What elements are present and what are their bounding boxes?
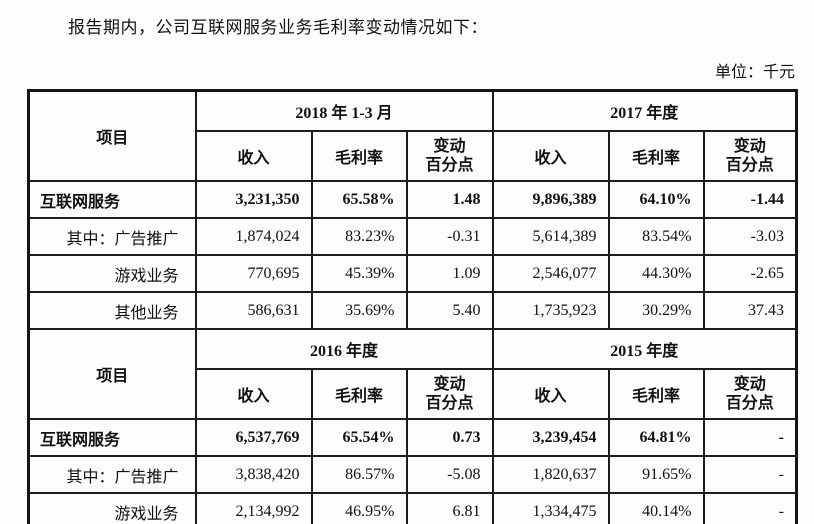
gross-margin-header: 毛利率 <box>607 368 705 420</box>
cell-revenue: 5,614,389 <box>491 217 610 256</box>
cell-revenue: 2,134,992 <box>194 492 313 524</box>
cell-gross-margin: 64.81% <box>607 418 705 457</box>
gross-margin-header: 毛利率 <box>310 130 408 182</box>
revenue-header: 收入 <box>194 368 313 420</box>
cell-change-pp: - <box>702 492 798 524</box>
cell-gross-margin: 65.54% <box>310 418 408 457</box>
cell-revenue: 2,546,077 <box>491 254 610 293</box>
revenue-header: 收入 <box>194 130 313 182</box>
cell-gross-margin: 83.54% <box>607 217 705 256</box>
cell-change-pp: -3.03 <box>702 217 798 256</box>
row-item-label: 其他业务 <box>27 291 197 330</box>
cell-revenue: 1,874,024 <box>194 217 313 256</box>
cell-revenue: 586,631 <box>194 291 313 330</box>
cell-change-pp: - <box>702 418 798 457</box>
gross-margin-header: 毛利率 <box>310 368 408 420</box>
cell-change-pp: 6.81 <box>405 492 494 524</box>
section2-period-header-row: 项目 2016 年度 2015 年度 <box>27 328 798 420</box>
cell-gross-margin: 46.95% <box>310 492 408 524</box>
row-item-label: 互联网服务 <box>27 418 197 457</box>
period-2017-header: 2017 年度 <box>491 89 798 132</box>
cell-gross-margin: 64.10% <box>607 180 705 219</box>
cell-gross-margin: 91.65% <box>607 455 705 494</box>
cell-revenue: 1,820,637 <box>491 455 610 494</box>
table-row: 其中：广告推广 1,874,024 83.23% -0.31 5,614,389… <box>27 217 798 256</box>
table-row: 互联网服务 3,231,350 65.58% 1.48 9,896,389 64… <box>27 180 798 219</box>
period-2016-header: 2016 年度 <box>194 328 494 370</box>
cell-revenue: 6,537,769 <box>194 418 313 457</box>
cell-change-pp: 1.48 <box>405 180 494 219</box>
cell-revenue: 1,334,475 <box>491 492 610 524</box>
row-item-label: 互联网服务 <box>27 180 197 219</box>
change-pp-header: 变动 百分点 <box>702 368 798 420</box>
row-item-label: 其中：广告推广 <box>27 455 197 494</box>
unit-label: 单位：千元 <box>714 64 795 81</box>
intro-text: 报告期内，公司互联网服务业务毛利率变动情况如下： <box>68 18 488 37</box>
row-item-label: 游戏业务 <box>27 254 197 293</box>
cell-gross-margin: 35.69% <box>310 291 408 330</box>
cell-revenue: 9,896,389 <box>491 180 610 219</box>
change-pp-header: 变动 百分点 <box>405 130 494 182</box>
cell-revenue: 3,239,454 <box>491 418 610 457</box>
cell-gross-margin: 30.29% <box>607 291 705 330</box>
row-item-label: 游戏业务 <box>27 492 197 524</box>
cell-revenue: 3,231,350 <box>194 180 313 219</box>
cell-revenue: 770,695 <box>194 254 313 293</box>
change-pp-header: 变动 百分点 <box>702 130 798 182</box>
period-2015-header: 2015 年度 <box>491 328 798 370</box>
revenue-header: 收入 <box>491 130 610 182</box>
cell-revenue: 3,838,420 <box>194 455 313 494</box>
section1-subheader-row: 收入 毛利率 变动 百分点 收入 毛利率 变动 百分点 <box>29 130 798 182</box>
table-row: 其他业务 586,631 35.69% 5.40 1,735,923 30.29… <box>27 291 798 330</box>
cell-change-pp: -0.31 <box>405 217 494 256</box>
cell-gross-margin: 44.30% <box>607 254 705 293</box>
table-row: 其中：广告推广 3,838,420 86.57% -5.08 1,820,637… <box>27 455 798 494</box>
table-row: 互联网服务 6,537,769 65.54% 0.73 3,239,454 64… <box>27 418 798 457</box>
table-row: 游戏业务 770,695 45.39% 1.09 2,546,077 44.30… <box>27 254 798 293</box>
cell-change-pp: 5.40 <box>405 291 494 330</box>
cell-change-pp: - <box>702 455 798 494</box>
cell-gross-margin: 40.14% <box>607 492 705 524</box>
revenue-header: 收入 <box>491 368 610 420</box>
cell-change-pp: 1.09 <box>405 254 494 293</box>
gross-margin-header: 毛利率 <box>607 130 705 182</box>
cell-change-pp: -2.65 <box>702 254 798 293</box>
table-row: 游戏业务 2,134,992 46.95% 6.81 1,334,475 40.… <box>27 492 798 524</box>
period-2018-header: 2018 年 1-3 月 <box>194 89 494 132</box>
item-column-header: 项目 <box>27 328 197 420</box>
cell-change-pp: -5.08 <box>405 455 494 494</box>
gross-margin-table: 项目 2018 年 1-3 月 2017 年度 收入 毛利率 变动 百分点 收入… <box>27 89 798 524</box>
cell-gross-margin: 83.23% <box>310 217 408 256</box>
section1-period-header-row: 项目 2018 年 1-3 月 2017 年度 <box>27 89 798 182</box>
cell-revenue: 1,735,923 <box>491 291 610 330</box>
section2-subheader-row: 收入 毛利率 变动 百分点 收入 毛利率 变动 百分点 <box>29 368 798 420</box>
cell-change-pp: -1.44 <box>702 180 798 219</box>
cell-gross-margin: 45.39% <box>310 254 408 293</box>
item-column-header: 项目 <box>27 89 197 182</box>
row-item-label: 其中：广告推广 <box>27 217 197 256</box>
cell-gross-margin: 65.58% <box>310 180 408 219</box>
change-pp-header: 变动 百分点 <box>405 368 494 420</box>
cell-change-pp: 0.73 <box>405 418 494 457</box>
cell-gross-margin: 86.57% <box>310 455 408 494</box>
cell-change-pp: 37.43 <box>702 291 798 330</box>
